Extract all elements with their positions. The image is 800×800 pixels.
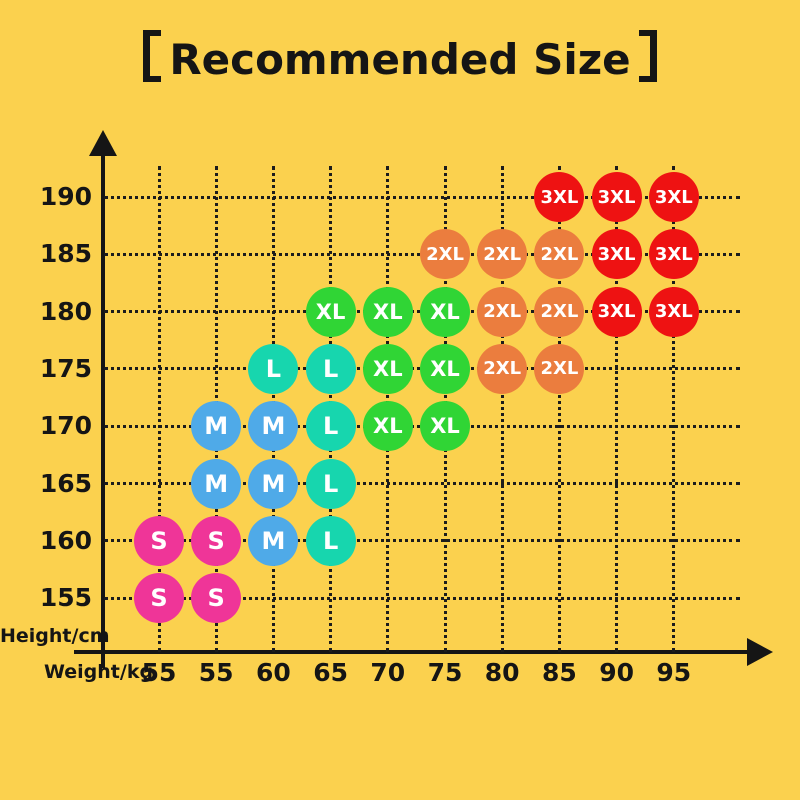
y-axis-line xyxy=(101,150,105,668)
size-point-xl: XL xyxy=(362,343,413,394)
y-axis-arrow-up-icon xyxy=(89,130,117,156)
x-tick-label: 90 xyxy=(599,658,634,687)
size-point-3xl: 3XL xyxy=(591,286,642,337)
y-tick-label: 175 xyxy=(39,353,92,383)
size-point-2xl: 2XL xyxy=(534,286,585,337)
size-point-2xl: 2XL xyxy=(534,343,585,394)
x-tick-label: 75 xyxy=(427,658,463,687)
size-point-s: S xyxy=(134,573,184,624)
size-point-m: M xyxy=(248,401,299,452)
vertical-gridline xyxy=(157,166,161,652)
y-tick-label: 180 xyxy=(39,296,92,326)
size-point-xl: XL xyxy=(420,401,470,452)
size-point-xl: XL xyxy=(420,343,470,394)
size-point-m: M xyxy=(191,458,242,509)
size-point-s: S xyxy=(191,515,242,566)
y-tick-label: 190 xyxy=(39,182,92,211)
y-tick-label: 160 xyxy=(39,525,92,555)
size-point-2xl: 2XL xyxy=(420,229,470,280)
size-point-2xl: 2XL xyxy=(477,286,528,337)
size-point-3xl: 3XL xyxy=(591,172,642,222)
x-axis-line xyxy=(74,650,751,654)
y-tick-label: 165 xyxy=(39,468,92,498)
right-lenticular-bracket-icon xyxy=(638,30,657,82)
size-point-m: M xyxy=(248,458,299,509)
left-lenticular-bracket-icon xyxy=(143,30,162,82)
size-point-l: L xyxy=(248,343,299,394)
x-tick-label: 60 xyxy=(255,658,291,687)
size-point-l: L xyxy=(305,458,356,509)
size-point-xl: XL xyxy=(362,286,413,337)
vertical-gridline xyxy=(557,166,561,652)
x-axis-title: Weight/kg xyxy=(44,661,154,683)
size-point-s: S xyxy=(191,573,242,624)
size-point-m: M xyxy=(248,515,299,566)
x-tick-label: 80 xyxy=(484,658,520,687)
vertical-gridline xyxy=(672,166,676,652)
size-point-xl: XL xyxy=(305,286,356,337)
x-tick-label: 85 xyxy=(541,658,577,687)
chart-title: Recommended Size xyxy=(0,30,800,88)
size-point-3xl: 3XL xyxy=(648,286,699,337)
size-point-l: L xyxy=(305,401,356,452)
y-tick-label: 170 xyxy=(39,411,92,441)
horizontal-gridline xyxy=(104,195,740,199)
y-axis-title: Height/cm xyxy=(0,625,110,647)
chart-title-text: Recommended Size xyxy=(169,34,631,84)
x-tick-label: 55 xyxy=(141,658,177,687)
size-point-2xl: 2XL xyxy=(477,229,528,280)
size-point-xl: XL xyxy=(420,286,470,337)
y-tick-label: 185 xyxy=(39,239,92,269)
size-point-l: L xyxy=(305,515,356,566)
horizontal-gridline xyxy=(104,596,740,600)
size-point-3xl: 3XL xyxy=(648,229,699,280)
size-point-2xl: 2XL xyxy=(477,343,528,394)
x-tick-label: 95 xyxy=(656,658,692,687)
x-axis-arrow-right-icon xyxy=(747,638,773,666)
x-tick-label: 65 xyxy=(313,658,348,687)
size-point-3xl: 3XL xyxy=(591,229,642,280)
size-point-m: M xyxy=(191,401,242,452)
y-tick-label: 155 xyxy=(39,583,92,613)
size-point-3xl: 3XL xyxy=(648,172,699,222)
size-point-3xl: 3XL xyxy=(534,172,585,222)
horizontal-gridline xyxy=(104,482,740,485)
size-point-s: S xyxy=(134,515,184,566)
size-point-2xl: 2XL xyxy=(534,229,585,280)
size-point-l: L xyxy=(305,343,356,394)
vertical-gridline xyxy=(500,166,504,652)
size-point-xl: XL xyxy=(362,401,413,452)
horizontal-gridline xyxy=(104,539,740,543)
x-tick-label: 70 xyxy=(370,658,406,687)
x-tick-label: 55 xyxy=(198,658,234,687)
vertical-gridline xyxy=(615,166,619,652)
